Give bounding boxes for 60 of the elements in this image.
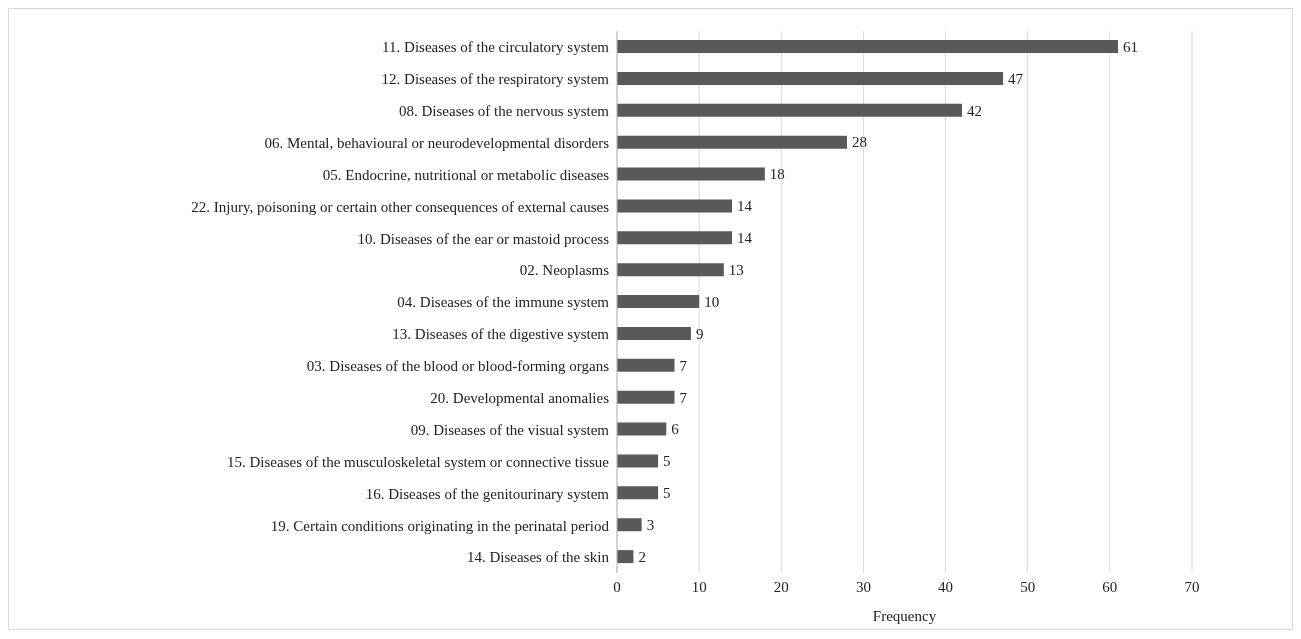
- data-label: 14: [737, 230, 753, 247]
- y-tick-label: 06. Mental, behavioural or neurodevelopmental disorders: [264, 134, 610, 151]
- data-label: 13: [728, 262, 744, 278]
- bar: [617, 486, 659, 500]
- y-tick-label: 19. Certain conditions originating in the perinatal period: [270, 517, 610, 534]
- y-tick-label: 03. Diseases of the blood or blood-forming organs: [306, 358, 610, 375]
- y-tick-label: 05. Endocrine, nutritional or metabolic diseases: [322, 166, 610, 183]
- data-label: 7: [679, 357, 688, 374]
- y-tick-label: 02. Neoplasms: [519, 262, 610, 279]
- x-axis-title: Frequency: [872, 608, 937, 624]
- y-tick-label: 22. Injury, poisoning or certain other consequences of external causes: [191, 198, 610, 215]
- y-tick-label: 13. Diseases of the digestive system: [392, 326, 610, 343]
- data-label: 28: [852, 134, 867, 151]
- data-label: 14: [737, 198, 753, 215]
- y-tick-label: 20. Developmental anomalies: [430, 389, 610, 406]
- x-tick-label: 60: [1102, 578, 1118, 595]
- bar: [617, 40, 1119, 53]
- bar: [617, 135, 847, 149]
- data-label: 5: [663, 453, 671, 470]
- data-label: 5: [663, 485, 671, 502]
- y-tick-label: 10. Diseases of the ear or mastoid process: [357, 230, 610, 247]
- y-tick-label: 15. Diseases of the musculoskeletal system or connective tissue: [227, 453, 610, 470]
- y-tick-label: 04. Diseases of the immune system: [397, 294, 610, 311]
- x-tick-label: 0: [613, 578, 621, 595]
- bar: [617, 454, 659, 468]
- data-label: 3: [646, 517, 655, 534]
- bar: [617, 390, 675, 404]
- bar: [617, 71, 1004, 85]
- x-tick-label: 20: [773, 578, 789, 595]
- y-tick-label: 11. Diseases of the circulatory system: [382, 39, 610, 56]
- data-label: 61: [1123, 38, 1139, 55]
- bar: [617, 326, 691, 340]
- y-tick-label: 09. Diseases of the visual system: [410, 421, 610, 438]
- data-label: 18: [769, 166, 785, 183]
- bar: [617, 199, 732, 213]
- bar: [617, 422, 667, 436]
- data-label: 10: [704, 293, 720, 310]
- bar: [617, 550, 634, 564]
- data-label: 6: [671, 421, 680, 438]
- data-label: 9: [695, 325, 704, 342]
- x-tick-label: 30: [855, 578, 871, 595]
- y-tick-label: 08. Diseases of the nervous system: [399, 103, 610, 120]
- data-label: 47: [1008, 70, 1024, 87]
- bar: [617, 103, 962, 117]
- y-tick-label: 14. Diseases of the skin: [466, 549, 610, 566]
- bar: [617, 167, 765, 181]
- bar: [617, 518, 642, 532]
- y-tick-label: 12. Diseases of the respiratory system: [381, 71, 610, 88]
- x-tick-label: 50: [1020, 578, 1036, 595]
- bar: [617, 263, 724, 277]
- data-label: 7: [679, 389, 688, 406]
- bar: [617, 358, 675, 372]
- data-label: 2: [638, 548, 646, 565]
- y-tick-label: 16. Diseases of the genitourinary system: [365, 485, 610, 502]
- x-tick-label: 70: [1184, 578, 1200, 595]
- data-label: 42: [967, 102, 982, 119]
- bar: [617, 231, 732, 245]
- x-tick-label: 40: [938, 578, 954, 595]
- bar: [617, 295, 700, 309]
- x-tick-label: 10: [691, 578, 707, 595]
